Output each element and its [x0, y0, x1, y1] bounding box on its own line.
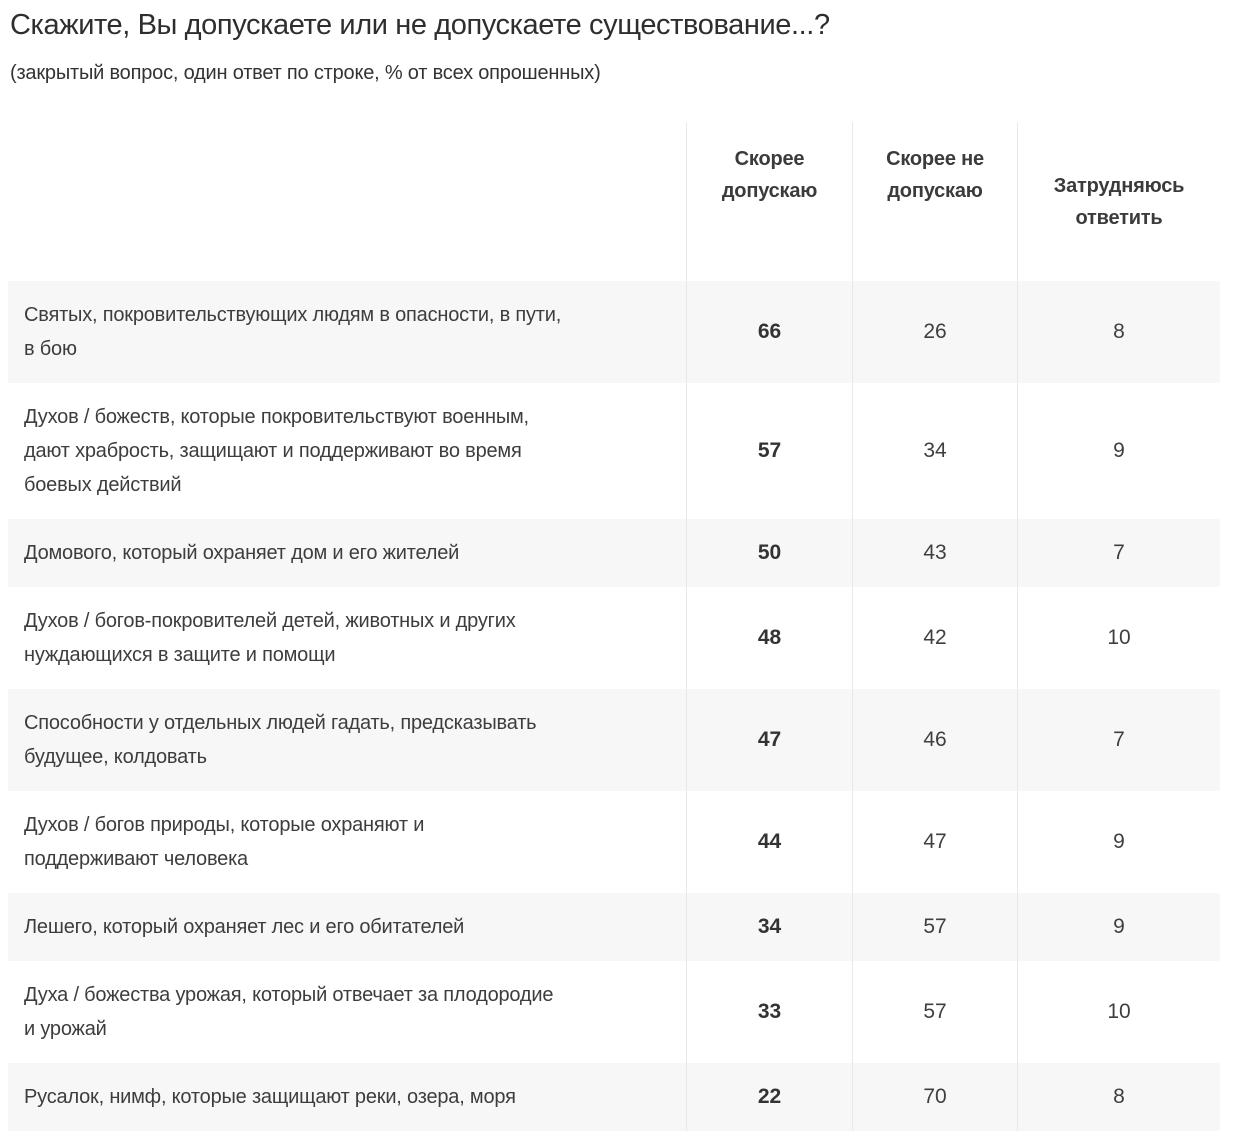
value-hard-to-answer: 7 — [1017, 519, 1220, 587]
survey-results-page: Скажите, Вы допускаете или не допускаете… — [8, 6, 1248, 1131]
value-hard-to-answer: 9 — [1017, 383, 1220, 519]
value-rather-believe: 50 — [686, 519, 852, 587]
value-rather-not-believe: 46 — [852, 689, 1017, 791]
header-spacer-cell — [8, 122, 686, 281]
value-rather-believe: 47 — [686, 689, 852, 791]
table-body: Святых, покровительствующих людям в опас… — [8, 281, 1220, 1131]
value-rather-believe: 22 — [686, 1063, 852, 1131]
value-hard-to-answer: 9 — [1017, 791, 1220, 893]
table-row: Духа / божества урожая, который отвечает… — [8, 961, 1220, 1063]
table-row: Духов / богов-покровителей детей, животн… — [8, 587, 1220, 689]
value-rather-not-believe: 26 — [852, 281, 1017, 383]
value-hard-to-answer: 7 — [1017, 689, 1220, 791]
row-label: Русалок, нимф, которые защищают реки, оз… — [24, 1086, 516, 1108]
value-rather-believe: 44 — [686, 791, 852, 893]
row-label: Святых, покровительствующих людям в опас… — [24, 304, 562, 360]
value-rather-believe: 34 — [686, 893, 852, 961]
value-rather-believe: 57 — [686, 383, 852, 519]
row-label: Способности у отдельных людей гадать, пр… — [24, 712, 537, 768]
row-label: Духов / богов-покровителей детей, животн… — [24, 610, 516, 666]
table-row: Духов / богов природы, которые охраняют … — [8, 791, 1220, 893]
table-row: Лешего, который охраняет лес и его обита… — [8, 893, 1220, 961]
row-label: Духов / божеств, которые покровительству… — [24, 406, 529, 496]
table-row: Духов / божеств, которые покровительству… — [8, 383, 1220, 519]
row-label: Лешего, который охраняет лес и его обита… — [24, 916, 465, 938]
value-hard-to-answer: 10 — [1017, 961, 1220, 1063]
value-rather-believe: 33 — [686, 961, 852, 1063]
value-hard-to-answer: 9 — [1017, 893, 1220, 961]
value-rather-not-believe: 47 — [852, 791, 1017, 893]
table-row: Русалок, нимф, которые защищают реки, оз… — [8, 1063, 1220, 1131]
value-hard-to-answer: 8 — [1017, 281, 1220, 383]
value-rather-not-believe: 34 — [852, 383, 1017, 519]
row-label: Духа / божества урожая, который отвечает… — [24, 984, 554, 1040]
value-hard-to-answer: 10 — [1017, 587, 1220, 689]
table-header-row: Скорее допускаю Скорее не допускаю Затру… — [8, 122, 1220, 281]
table-row: Домового, который охраняет дом и его жит… — [8, 519, 1220, 587]
results-table: Скорее допускаю Скорее не допускаю Затру… — [8, 122, 1220, 1131]
value-hard-to-answer: 8 — [1017, 1063, 1220, 1131]
page-title: Скажите, Вы допускаете или не допускаете… — [10, 9, 830, 41]
page-subtitle: (закрытый вопрос, один ответ по строке, … — [10, 62, 601, 84]
column-header-hard-to-answer: Затрудняюсь ответить — [1017, 122, 1220, 281]
table-row: Святых, покровительствующих людям в опас… — [8, 281, 1220, 383]
column-header-rather-believe: Скорее допускаю — [686, 122, 852, 281]
table-row: Способности у отдельных людей гадать, пр… — [8, 689, 1220, 791]
row-label: Духов / богов природы, которые охраняют … — [24, 814, 425, 870]
value-rather-not-believe: 42 — [852, 587, 1017, 689]
column-header-rather-not-believe: Скорее не допускаю — [852, 122, 1017, 281]
value-rather-not-believe: 57 — [852, 893, 1017, 961]
value-rather-not-believe: 43 — [852, 519, 1017, 587]
row-label: Домового, который охраняет дом и его жит… — [24, 542, 460, 564]
value-rather-believe: 48 — [686, 587, 852, 689]
value-rather-believe: 66 — [686, 281, 852, 383]
value-rather-not-believe: 57 — [852, 961, 1017, 1063]
value-rather-not-believe: 70 — [852, 1063, 1017, 1131]
